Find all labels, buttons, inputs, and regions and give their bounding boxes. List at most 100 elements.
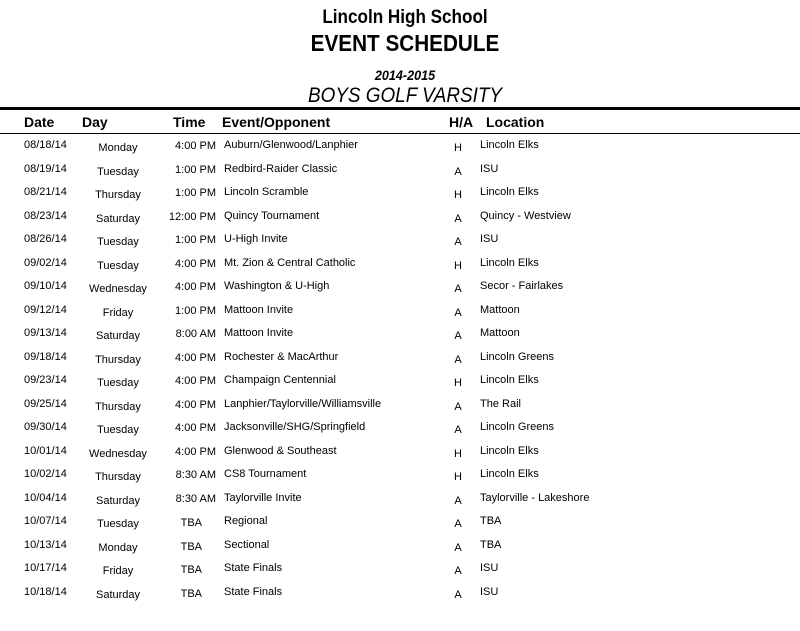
cell-location: ISU — [480, 585, 499, 598]
table-row: 08/21/14 Thursday 1:00 PM Lincoln Scramble H… — [0, 186, 800, 209]
cell-date: 10/13/14 — [24, 538, 67, 551]
cell-ha: A — [454, 400, 462, 413]
team-name: BOYS GOLF VARSITY — [308, 84, 502, 107]
cell-day: Friday — [102, 565, 134, 577]
cell-event: Mattoon Invite — [224, 303, 294, 316]
column-header-date: Date — [24, 114, 55, 130]
cell-event: Sectional — [224, 538, 270, 551]
cell-day: Thursday — [95, 400, 141, 413]
table-row: 09/18/14 Thursday 4:00 PM Rochester & MacAr… — [0, 351, 800, 374]
cell-location: Mattoon — [480, 303, 520, 316]
cell-ha: H — [454, 259, 462, 272]
cell-location: Lincoln Elks — [480, 468, 539, 480]
column-header-event: Event/Opponent — [222, 114, 331, 130]
cell-date: 08/26/14 — [24, 233, 67, 245]
divider-top — [0, 107, 800, 110]
table-row: 08/18/14 Monday 4:00 PM Auburn/Glenwood/Lan… — [0, 139, 800, 162]
cell-date: 09/25/14 — [24, 397, 67, 410]
cell-location: The Rail — [480, 397, 521, 410]
table-row: 09/25/14 Thursday 4:00 PM Lanphier/Taylorvi… — [0, 398, 800, 421]
table-row: 10/02/14 Thursday 8:30 AM CS8 Tournament H Li… — [0, 468, 800, 491]
cell-time: 12:00 PM — [168, 210, 216, 223]
cell-time: 4:00 PM — [175, 281, 216, 293]
cell-ha: A — [454, 165, 462, 178]
cell-event: Lanphier/Taylorville/Williamsville — [224, 397, 382, 410]
cell-day: Wednesday — [89, 447, 147, 460]
cell-time: TBA — [180, 517, 202, 529]
cell-date: 10/07/14 — [24, 515, 67, 527]
table-row: 09/30/14 Tuesday 4:00 PM Jacksonville/SHG/S… — [0, 421, 800, 444]
cell-location: ISU — [480, 233, 499, 245]
cell-ha: H — [454, 189, 462, 201]
cell-time: 1:00 PM — [175, 187, 216, 199]
cell-ha: A — [454, 330, 462, 342]
cell-location: Lincoln Elks — [480, 139, 539, 151]
cell-ha: H — [454, 471, 462, 483]
cell-time: 4:00 PM — [175, 140, 216, 152]
table-row: 09/02/14 Tuesday 4:00 PM Mt. Zion & Central… — [0, 257, 800, 280]
cell-ha: A — [454, 353, 462, 366]
cell-ha: A — [454, 236, 462, 248]
cell-event: Champaign Centennial — [224, 374, 336, 386]
cell-event: Mattoon Invite — [224, 327, 294, 339]
cell-date: 09/12/14 — [24, 303, 67, 316]
cell-time: 8:30 AM — [175, 469, 216, 481]
cell-date: 09/13/14 — [24, 327, 67, 339]
divider-header — [0, 133, 800, 134]
cell-date: 09/02/14 — [24, 256, 67, 269]
cell-location: Taylorville - Lakeshore — [480, 491, 590, 504]
cell-event: State Finals — [224, 562, 283, 574]
cell-location: Quincy - Westview — [480, 209, 571, 222]
table-row: 10/13/14 Monday TBA Sectional A TBA — [0, 539, 800, 562]
cell-ha: A — [454, 306, 462, 319]
cell-date: 10/02/14 — [24, 468, 67, 480]
cell-event: Glenwood & Southeast — [224, 444, 337, 457]
table-row: 10/01/14 Wednesday 4:00 PM Glenwood & South… — [0, 445, 800, 468]
cell-day: Thursday — [95, 471, 141, 483]
cell-event: Washington & U-High — [224, 280, 330, 292]
cell-date: 08/18/14 — [24, 139, 67, 151]
cell-date: 10/17/14 — [24, 562, 67, 574]
cell-ha: A — [454, 541, 462, 554]
cell-time: 4:00 PM — [175, 257, 216, 270]
cell-date: 09/30/14 — [24, 421, 67, 433]
season: 2014-2015 — [374, 67, 436, 83]
cell-event: Auburn/Glenwood/Lanphier — [224, 139, 358, 151]
cell-ha: A — [454, 494, 462, 507]
cell-day: Tuesday — [97, 518, 139, 530]
cell-time: 4:00 PM — [175, 398, 216, 411]
cell-event: Jacksonville/SHG/Springfield — [224, 421, 366, 433]
cell-ha: A — [454, 283, 462, 295]
cell-ha: A — [454, 565, 462, 577]
cell-date: 08/19/14 — [24, 162, 67, 175]
page-title: EVENT SCHEDULE — [310, 30, 500, 56]
table-row: 09/13/14 Saturday 8:00 AM Mattoon Invite A Ma… — [0, 327, 800, 350]
cell-location: Lincoln Greens — [480, 421, 554, 433]
cell-ha: A — [454, 424, 462, 436]
cell-date: 10/01/14 — [24, 444, 67, 457]
table-row: 08/23/14 Saturday 12:00 PM Quincy Tournamen… — [0, 210, 800, 233]
cell-time: 1:00 PM — [175, 163, 216, 176]
cell-ha: H — [454, 447, 462, 460]
cell-ha: H — [454, 377, 462, 389]
cell-location: Lincoln Greens — [480, 350, 554, 363]
school-name: Lincoln High School — [322, 7, 488, 28]
cell-location: Lincoln Elks — [480, 374, 539, 386]
cell-event: Taylorville Invite — [224, 491, 302, 504]
cell-time: 4:00 PM — [175, 351, 216, 364]
table-row: 10/04/14 Saturday 8:30 AM Taylorville Invit… — [0, 492, 800, 515]
table-row: 10/17/14 Friday TBA State Finals A ISU — [0, 562, 800, 585]
cell-time: TBA — [180, 540, 202, 553]
cell-event: Quincy Tournament — [224, 209, 320, 222]
cell-date: 09/10/14 — [24, 280, 67, 292]
cell-day: Tuesday — [97, 236, 139, 248]
table-row: 09/23/14 Tuesday 4:00 PM Champaign Centenni… — [0, 374, 800, 397]
cell-event: Regional — [224, 515, 268, 527]
cell-location: Lincoln Elks — [480, 444, 539, 457]
cell-day: Tuesday — [97, 165, 139, 178]
table-row: 09/12/14 Friday 1:00 PM Mattoon Invite A Matt… — [0, 304, 800, 327]
cell-location: Lincoln Elks — [480, 186, 539, 198]
table-row: 08/26/14 Tuesday 1:00 PM U-High Invite A ISU — [0, 233, 800, 256]
cell-location: Lincoln Elks — [480, 256, 539, 269]
